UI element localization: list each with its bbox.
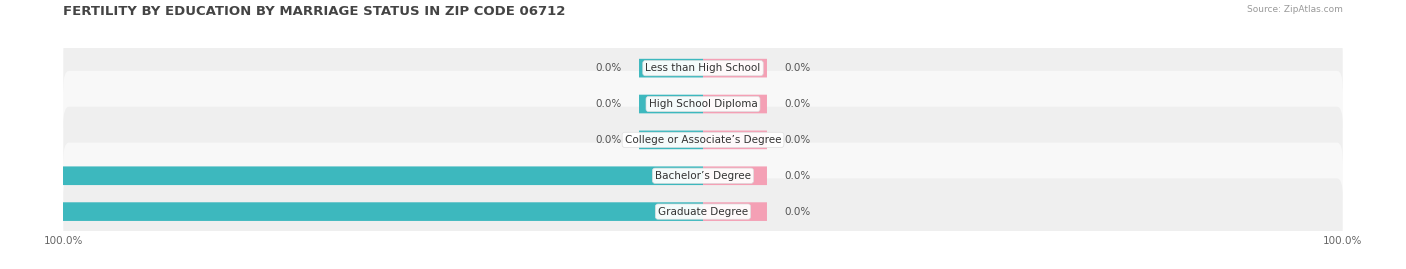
Text: Source: ZipAtlas.com: Source: ZipAtlas.com xyxy=(1247,5,1343,14)
FancyBboxPatch shape xyxy=(63,35,1343,101)
Text: 0.0%: 0.0% xyxy=(595,99,621,109)
Text: 0.0%: 0.0% xyxy=(785,207,811,217)
Text: 0.0%: 0.0% xyxy=(595,63,621,73)
FancyBboxPatch shape xyxy=(63,71,1343,137)
Text: Bachelor’s Degree: Bachelor’s Degree xyxy=(655,171,751,181)
Text: High School Diploma: High School Diploma xyxy=(648,99,758,109)
FancyBboxPatch shape xyxy=(703,95,768,113)
FancyBboxPatch shape xyxy=(703,130,768,149)
Text: 0.0%: 0.0% xyxy=(785,63,811,73)
FancyBboxPatch shape xyxy=(703,202,768,221)
FancyBboxPatch shape xyxy=(63,107,1343,173)
Text: Less than High School: Less than High School xyxy=(645,63,761,73)
FancyBboxPatch shape xyxy=(63,143,1343,209)
Text: 0.0%: 0.0% xyxy=(785,135,811,145)
FancyBboxPatch shape xyxy=(640,59,703,77)
FancyBboxPatch shape xyxy=(640,130,703,149)
Text: College or Associate’s Degree: College or Associate’s Degree xyxy=(624,135,782,145)
FancyBboxPatch shape xyxy=(703,59,768,77)
Text: 0.0%: 0.0% xyxy=(785,99,811,109)
FancyBboxPatch shape xyxy=(703,167,768,185)
Text: FERTILITY BY EDUCATION BY MARRIAGE STATUS IN ZIP CODE 06712: FERTILITY BY EDUCATION BY MARRIAGE STATU… xyxy=(63,5,565,18)
Text: 0.0%: 0.0% xyxy=(595,135,621,145)
FancyBboxPatch shape xyxy=(0,202,703,221)
FancyBboxPatch shape xyxy=(640,95,703,113)
Text: 0.0%: 0.0% xyxy=(785,171,811,181)
Text: Graduate Degree: Graduate Degree xyxy=(658,207,748,217)
FancyBboxPatch shape xyxy=(63,178,1343,245)
FancyBboxPatch shape xyxy=(0,167,703,185)
